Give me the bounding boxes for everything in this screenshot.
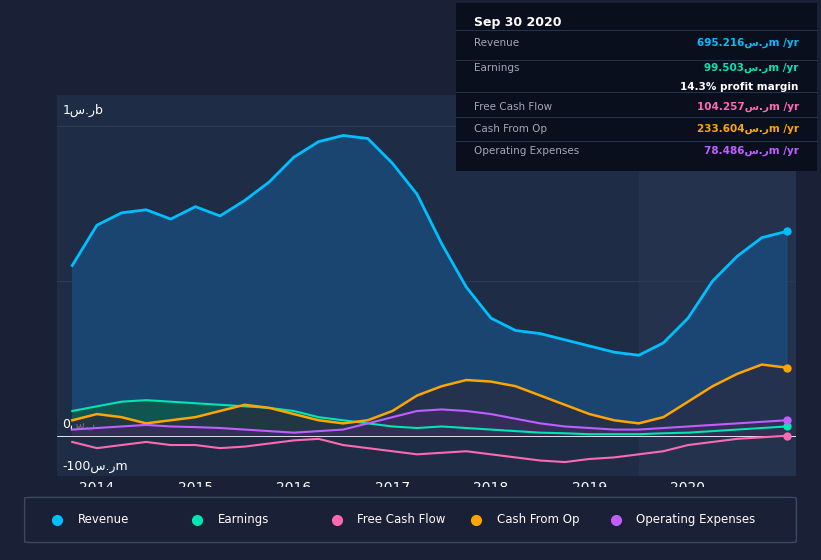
Text: Free Cash Flow: Free Cash Flow (474, 102, 552, 112)
Text: Operating Expenses: Operating Expenses (474, 146, 579, 156)
Text: Free Cash Flow: Free Cash Flow (357, 514, 446, 526)
Text: Cash From Op: Cash From Op (474, 124, 547, 134)
Text: Earnings: Earnings (218, 514, 269, 526)
Text: -100س.رm: -100س.رm (62, 460, 128, 473)
Text: Earnings: Earnings (474, 63, 519, 73)
Text: 233.604س.رm /yr: 233.604س.رm /yr (697, 124, 799, 134)
Text: 104.257س.رm /yr: 104.257س.رm /yr (697, 102, 799, 112)
Text: 99.503س.رm /yr: 99.503س.رm /yr (704, 63, 799, 73)
Text: Revenue: Revenue (78, 514, 130, 526)
Text: Revenue: Revenue (474, 38, 519, 48)
Text: 78.486س.رm /yr: 78.486س.رm /yr (704, 146, 799, 156)
Text: Operating Expenses: Operating Expenses (636, 514, 755, 526)
Text: 1س.رb: 1س.رb (62, 104, 103, 117)
Text: Cash From Op: Cash From Op (497, 514, 579, 526)
Bar (639, 95, 796, 476)
Text: Sep 30 2020: Sep 30 2020 (474, 16, 562, 29)
Text: 695.216س.رm /yr: 695.216س.رm /yr (697, 38, 799, 48)
Text: 0س.ر: 0س.ر (62, 418, 95, 431)
Text: 14.3% profit margin: 14.3% profit margin (681, 82, 799, 92)
